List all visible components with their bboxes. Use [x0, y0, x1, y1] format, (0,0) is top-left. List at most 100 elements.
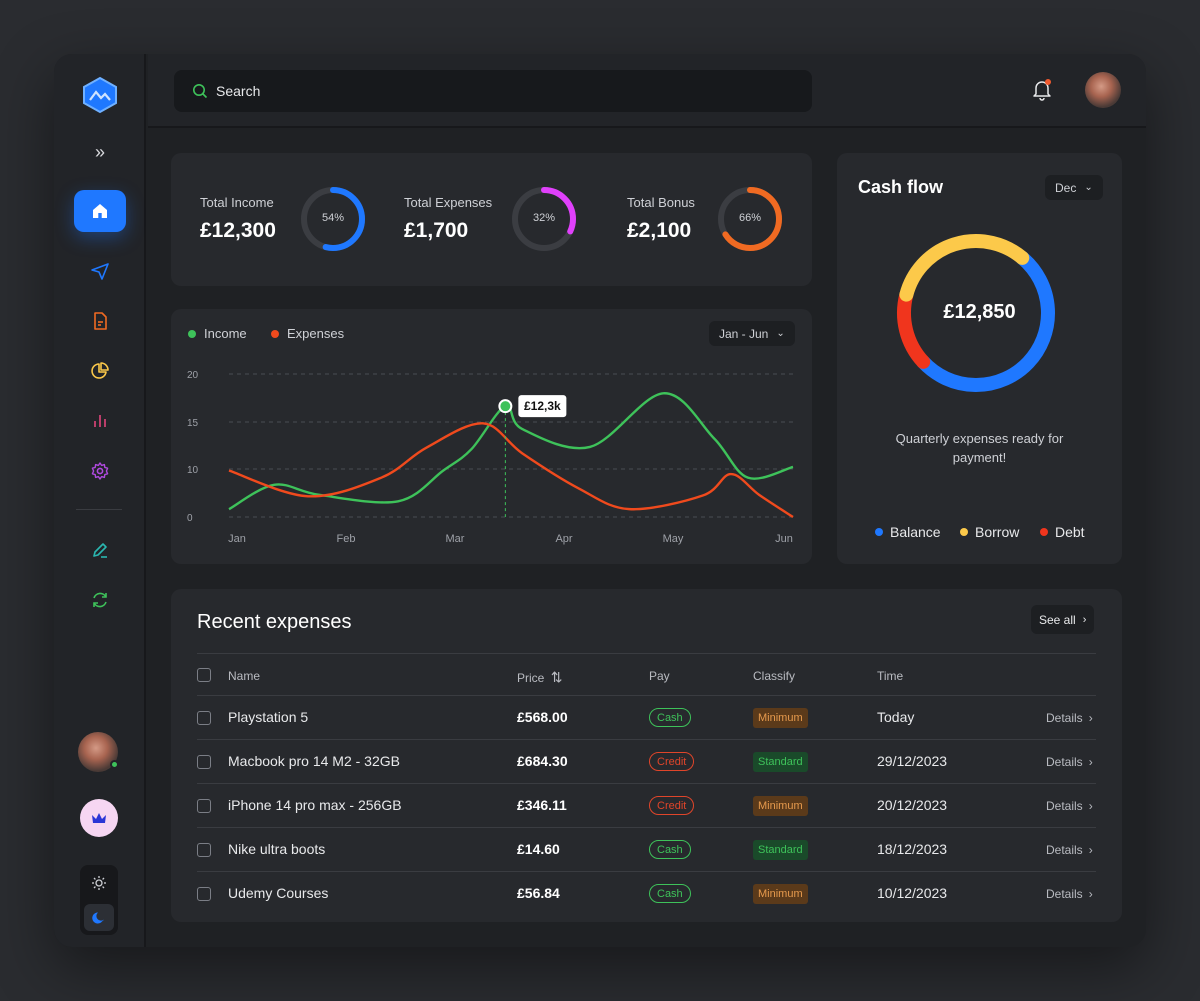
expense-time: 18/12/2023 [877, 841, 948, 857]
row-checkbox[interactable] [197, 799, 211, 813]
nav-analytics[interactable] [74, 400, 126, 442]
see-all-button[interactable]: See all › [1031, 605, 1095, 634]
income-percent: 54% [321, 212, 345, 224]
see-all-label: See all [1039, 612, 1076, 627]
expenses-legend-dot [271, 330, 279, 338]
nav-documents[interactable] [74, 300, 126, 342]
online-status-icon [110, 760, 119, 769]
y-tick-label: 10 [187, 465, 199, 476]
expenses-progress-ring [512, 187, 576, 251]
borrow-legend-label: Borrow [975, 524, 1020, 540]
chevron-right-icon: › [1088, 843, 1093, 857]
recent-expenses-title: Recent expenses [197, 611, 352, 633]
row-checkbox[interactable] [197, 843, 211, 857]
pie-chart-icon [91, 362, 109, 379]
x-tick-label: Feb [337, 533, 356, 545]
expense-name: Macbook pro 14 M2 - 32GB [228, 753, 400, 769]
column-price-label: Price [517, 671, 545, 685]
row-divider [197, 827, 1096, 828]
chevron-down-icon: ⌄ [1084, 182, 1093, 193]
row-checkbox[interactable] [197, 755, 211, 769]
expense-name: Playstation 5 [228, 709, 309, 725]
expense-time: 29/12/2023 [877, 753, 948, 769]
x-tick-label: May [663, 533, 684, 545]
balance-legend-label: Balance [890, 524, 941, 540]
total-bonus-value: £2,100 [627, 219, 692, 242]
pencil-icon [93, 543, 107, 558]
expand-sidebar-icon[interactable]: » [94, 141, 105, 162]
bonus-percent: 66% [738, 212, 762, 224]
dark-mode-toggle[interactable] [84, 904, 114, 931]
nav-send[interactable] [74, 250, 126, 292]
gear-icon [91, 462, 109, 480]
nav-settings[interactable] [74, 450, 126, 492]
row-checkbox[interactable] [197, 711, 211, 725]
column-name: Name [228, 669, 261, 683]
dashboard-window: » [54, 54, 1146, 947]
row-checkbox[interactable] [197, 887, 211, 901]
ring-progress [301, 187, 365, 251]
profile-avatar[interactable] [1085, 72, 1121, 108]
highlight-point[interactable] [498, 399, 513, 414]
column-time: Time [877, 669, 904, 683]
chevron-right-icon: › [1088, 711, 1093, 725]
chevron-right-icon: › [1088, 799, 1093, 813]
details-link[interactable]: Details › [1046, 799, 1093, 813]
borrow-slice [899, 234, 1030, 302]
x-tick-label: Jun [775, 533, 793, 545]
details-link[interactable]: Details › [1046, 843, 1093, 857]
select-all-checkbox[interactable] [197, 668, 211, 682]
details-link[interactable]: Details › [1046, 711, 1093, 725]
nav-edit[interactable] [74, 529, 126, 571]
chevron-down-icon: ⌄ [776, 328, 785, 339]
total-expenses-label: Total Expenses [404, 195, 493, 210]
details-label: Details [1046, 887, 1083, 901]
bonus-progress-ring [718, 187, 782, 251]
search-input[interactable] [216, 83, 716, 99]
bar-chart-icon [94, 415, 106, 427]
expense-name: Udemy Courses [228, 885, 329, 901]
chevron-right-icon: › [1082, 613, 1087, 626]
row-divider [197, 871, 1096, 872]
total-income-label: Total Income [200, 195, 274, 210]
pay-method-badge: Cash [649, 708, 691, 727]
date-range-dropdown[interactable]: Jan - Jun ⌄ [709, 321, 795, 346]
table-divider [197, 653, 1096, 654]
details-link[interactable]: Details › [1046, 887, 1093, 901]
pay-method-badge: Cash [649, 884, 691, 903]
light-mode-toggle[interactable] [87, 871, 111, 895]
ring-progress [718, 187, 782, 251]
sort-icon[interactable]: ⇅ [550, 669, 563, 685]
nav-sync[interactable] [74, 579, 126, 621]
nav-reports[interactable] [74, 350, 126, 392]
cash-flow-total: £12,850 [943, 301, 1016, 323]
expense-price: £684.30 [517, 753, 568, 769]
refresh-icon [93, 592, 107, 608]
cash-flow-card: Cash flow Dec ⌄ £12,850 Quarterly expens… [837, 153, 1122, 564]
sidebar-divider [76, 509, 122, 510]
expenses-legend-label: Expenses [287, 326, 345, 341]
balance-legend-dot [875, 528, 883, 536]
classify-badge: Minimum [753, 884, 808, 904]
total-income-value: £12,300 [200, 219, 276, 242]
nav-home[interactable] [74, 190, 126, 232]
search-bar[interactable] [174, 70, 812, 112]
column-price[interactable]: Price ⇅ [517, 669, 562, 686]
tooltip-box [518, 395, 567, 418]
expense-price: £56.84 [517, 885, 560, 901]
details-link[interactable]: Details › [1046, 755, 1093, 769]
income-expenses-line-chart: 0 10 15 20 Jan Feb Mar Apr May Jun £12,3k [187, 370, 794, 545]
date-range-value: Jan - Jun [719, 326, 769, 341]
period-dropdown[interactable]: Dec ⌄ [1045, 175, 1103, 200]
app-logo-icon[interactable] [82, 76, 118, 114]
expenses-percent: 32% [532, 212, 556, 224]
tooltip-label: £12,3k [524, 399, 561, 413]
row-divider [197, 783, 1096, 784]
premium-button[interactable] [80, 799, 118, 837]
total-expenses-value: £1,700 [404, 219, 469, 242]
classify-badge: Minimum [753, 796, 808, 816]
crown-icon [92, 813, 106, 823]
top-bar [148, 54, 1146, 128]
notification-bell-icon[interactable] [1032, 79, 1052, 101]
income-legend-label: Income [204, 326, 247, 341]
